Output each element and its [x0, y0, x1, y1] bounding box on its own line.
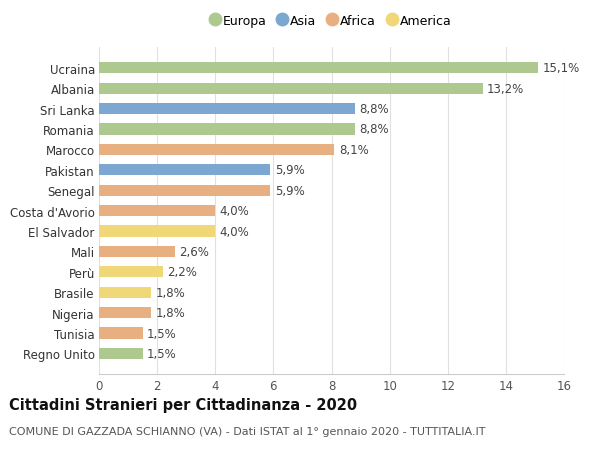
Bar: [99, 124, 355, 135]
Text: 2,6%: 2,6%: [179, 246, 209, 258]
Bar: [99, 145, 334, 156]
Bar: [99, 348, 143, 359]
Text: 5,9%: 5,9%: [275, 164, 305, 177]
Bar: [99, 185, 271, 196]
Legend: Europa, Asia, Africa, America: Europa, Asia, Africa, America: [211, 15, 452, 28]
Bar: [99, 104, 355, 115]
Text: 13,2%: 13,2%: [487, 83, 524, 95]
Bar: [99, 328, 143, 339]
Text: 2,2%: 2,2%: [167, 266, 197, 279]
Text: 8,8%: 8,8%: [359, 123, 389, 136]
Bar: [99, 84, 482, 95]
Text: 4,0%: 4,0%: [220, 225, 250, 238]
Text: 1,5%: 1,5%: [147, 327, 177, 340]
Text: 1,8%: 1,8%: [155, 307, 185, 319]
Text: Cittadini Stranieri per Cittadinanza - 2020: Cittadini Stranieri per Cittadinanza - 2…: [9, 397, 357, 412]
Text: 1,5%: 1,5%: [147, 347, 177, 360]
Bar: [99, 308, 151, 319]
Bar: [99, 246, 175, 257]
Text: COMUNE DI GAZZADA SCHIANNO (VA) - Dati ISTAT al 1° gennaio 2020 - TUTTITALIA.IT: COMUNE DI GAZZADA SCHIANNO (VA) - Dati I…: [9, 426, 485, 436]
Text: 1,8%: 1,8%: [155, 286, 185, 299]
Bar: [99, 226, 215, 237]
Bar: [99, 165, 271, 176]
Text: 15,1%: 15,1%: [542, 62, 580, 75]
Bar: [99, 63, 538, 74]
Text: 4,0%: 4,0%: [220, 205, 250, 218]
Text: 8,1%: 8,1%: [339, 144, 368, 157]
Bar: [99, 267, 163, 278]
Bar: [99, 206, 215, 217]
Bar: [99, 287, 151, 298]
Text: 5,9%: 5,9%: [275, 185, 305, 197]
Text: 8,8%: 8,8%: [359, 103, 389, 116]
